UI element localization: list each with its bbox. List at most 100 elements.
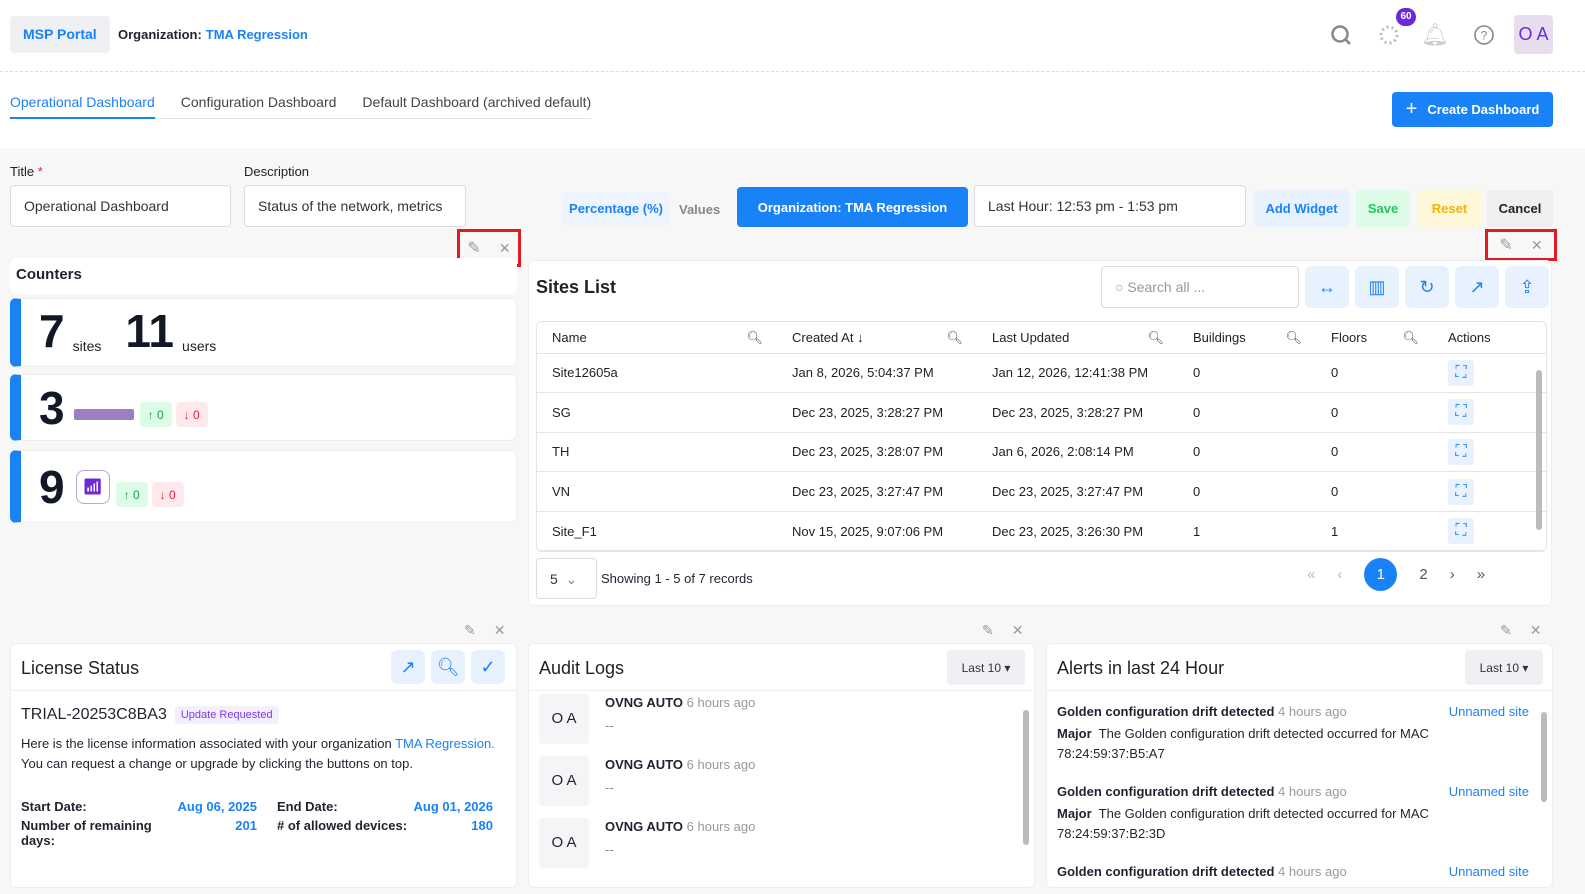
description-label: Description [244,164,310,179]
edit-widget-icon[interactable]: ✎ [1499,237,1513,254]
dashboard-tabs: Operational Dashboard Configuration Dash… [10,94,592,119]
alert-item[interactable]: Golden configuration drift detected 4 ho… [1057,862,1529,882]
check-icon[interactable]: ✓ [471,650,505,684]
page-1[interactable]: 1 [1364,558,1398,591]
add-widget-button[interactable]: Add Widget [1254,190,1349,227]
expand-icon[interactable]: ⛶ [1448,359,1474,386]
description-input[interactable]: Status of the network, metrics [244,185,466,227]
audit-filter-dropdown[interactable]: Last 10 ▾ [947,650,1025,685]
avatar: O A [539,694,589,744]
switches-counter[interactable]: 3 ↑ 0 ↓ 0 [10,374,517,441]
msp-portal-button[interactable]: MSP Portal [10,16,110,53]
sites-count: 7 [39,305,65,357]
expand-icon[interactable]: ⛶ [1448,478,1474,505]
close-widget-icon[interactable]: ✕ [1530,236,1543,253]
export-icon[interactable]: ⇪ [1505,266,1549,308]
sites-list-title: Sites List [536,277,617,297]
reset-button[interactable]: Reset [1417,190,1482,227]
create-dashboard-button[interactable]: + Create Dashboard [1392,92,1553,127]
tab-operational-dashboard[interactable]: Operational Dashboard [10,94,155,119]
close-widget-icon[interactable]: ✕ [493,622,506,638]
col-floors[interactable]: Floors 🔍︎ [1316,322,1433,354]
help-icon[interactable]: ? [1471,22,1497,48]
next-page-icon[interactable]: › [1449,566,1455,583]
license-title: License Status [21,658,140,678]
site-link[interactable]: Unnamed site [1448,784,1529,799]
expand-icon[interactable]: ⛶ [1448,399,1474,426]
top-bar [0,0,1585,148]
tab-default-dashboard[interactable]: Default Dashboard (archived default) [362,94,592,110]
table-row[interactable]: Site_F1 Nov 15, 2025, 9:07:06 PM Dec 23, 2… [537,511,1546,552]
tab-configuration-dashboard[interactable]: Configuration Dashboard [180,94,337,110]
save-button[interactable]: Save [1356,190,1410,227]
open-external-icon[interactable]: ↗ [391,650,425,684]
create-dashboard-label: Create Dashboard [1427,102,1540,117]
cell: 0 [1178,432,1316,473]
svg-text:?: ? [1481,29,1488,43]
first-page-icon[interactable]: « [1307,566,1316,583]
edit-widget-icon[interactable]: ✎ [1500,622,1512,638]
columns-icon[interactable]: ▥ [1355,266,1399,308]
audit-scrollbar[interactable] [1023,710,1029,845]
organization-label: Organization: TMA Regression [118,27,308,42]
sites-list-widget: Sites List ○ Search all ... ↔ ▥ ↻ ↗ ⇪ Na… [528,260,1552,606]
col-name[interactable]: Name 🔍︎ [537,322,777,354]
alerts-scrollbar[interactable] [1541,712,1547,802]
cell: Dec 23, 2025, 3:28:07 PM [777,432,977,473]
sites-search-input[interactable]: ○ Search all ... [1101,266,1299,308]
col-buildings[interactable]: Buildings 🔍︎ [1178,322,1316,354]
page-2[interactable]: 2 [1419,566,1428,583]
col-created-at[interactable]: Created At ↓ 🔍︎ [777,322,977,354]
plus-icon: + [1405,98,1418,120]
close-widget-icon[interactable]: ✕ [1529,622,1542,638]
col-last-updated[interactable]: Last Updated 🔍︎ [977,322,1178,354]
license-id: TRIAL-20253C8BA3 [21,706,167,723]
cell: 0 [1178,392,1316,433]
alerts-widget-tools: ✎ ✕ [1500,622,1541,639]
cell: Nov 15, 2025, 9:07:06 PM [777,511,977,552]
site-link[interactable]: Unnamed site [1448,704,1529,719]
edit-widget-icon[interactable]: ✎ [464,622,476,638]
table-row[interactable]: SG Dec 23, 2025, 3:28:27 PM Dec 23, 2025, … [537,392,1546,433]
values-toggle[interactable]: Values [679,202,721,217]
user-avatar[interactable]: O A [1514,15,1553,54]
sites-users-counter[interactable]: 7 sites 11 users [10,298,517,367]
table-row[interactable]: TH Dec 23, 2025, 3:28:07 PM Jan 6, 2026, 2… [537,432,1546,473]
document-search-icon[interactable]: 🔍︎ [431,650,465,684]
table-row[interactable]: VN Dec 23, 2025, 3:27:47 PM Dec 23, 2025, … [537,471,1546,512]
prev-page-icon[interactable]: ‹ [1337,566,1343,583]
cell: 1 [1178,511,1316,552]
time-range-input[interactable]: Last Hour: 12:53 pm - 1:53 pm [974,185,1246,227]
counters-title: Counters [16,266,82,283]
search-icon: 🔍︎ [946,330,963,345]
edit-widget-icon[interactable]: ✎ [982,622,994,638]
close-widget-icon[interactable]: ✕ [498,239,511,256]
cancel-button[interactable]: Cancel [1487,190,1553,227]
close-widget-icon[interactable]: ✕ [1011,622,1024,638]
title-input[interactable]: Operational Dashboard [10,185,231,227]
organization-filter-button[interactable]: Organization: TMA Regression [737,187,968,227]
alert-item[interactable]: Golden configuration drift detected 4 ho… [1057,784,1529,841]
percentage-toggle[interactable]: Percentage (%) [562,192,670,226]
loading-spinner-icon[interactable] [1376,22,1402,48]
page-size-select[interactable]: 5 ⌄ [536,558,597,599]
bell-icon[interactable]: 🔔︎ [1421,22,1449,47]
open-external-icon[interactable]: ↗ [1455,266,1499,308]
refresh-icon[interactable]: ↻ [1405,266,1449,308]
alerts-filter-dropdown[interactable]: Last 10 ▾ [1465,650,1543,685]
org-link[interactable]: TMA Regression. [395,736,495,751]
org-name-link[interactable]: TMA Regression [205,27,308,42]
search-icon[interactable] [1328,22,1354,48]
alert-item[interactable]: Golden configuration drift detected 4 ho… [1057,704,1529,761]
resize-columns-icon[interactable]: ↔ [1305,266,1349,308]
site-link[interactable]: Unnamed site [1448,864,1529,879]
chevron-down-icon: ⌄ [565,571,578,587]
expand-icon[interactable]: ⛶ [1448,518,1474,545]
table-row[interactable]: Site12605a Jan 8, 2026, 5:04:37 PM Jan 12,… [537,353,1546,394]
last-page-icon[interactable]: » [1476,566,1486,583]
expand-icon[interactable]: ⛶ [1448,438,1474,465]
access-points-counter[interactable]: 9 📶︎ ↑ 0 ↓ 0 [10,450,517,523]
table-scrollbar[interactable] [1536,370,1542,530]
divider [0,71,1585,72]
edit-widget-icon[interactable]: ✎ [467,240,481,257]
